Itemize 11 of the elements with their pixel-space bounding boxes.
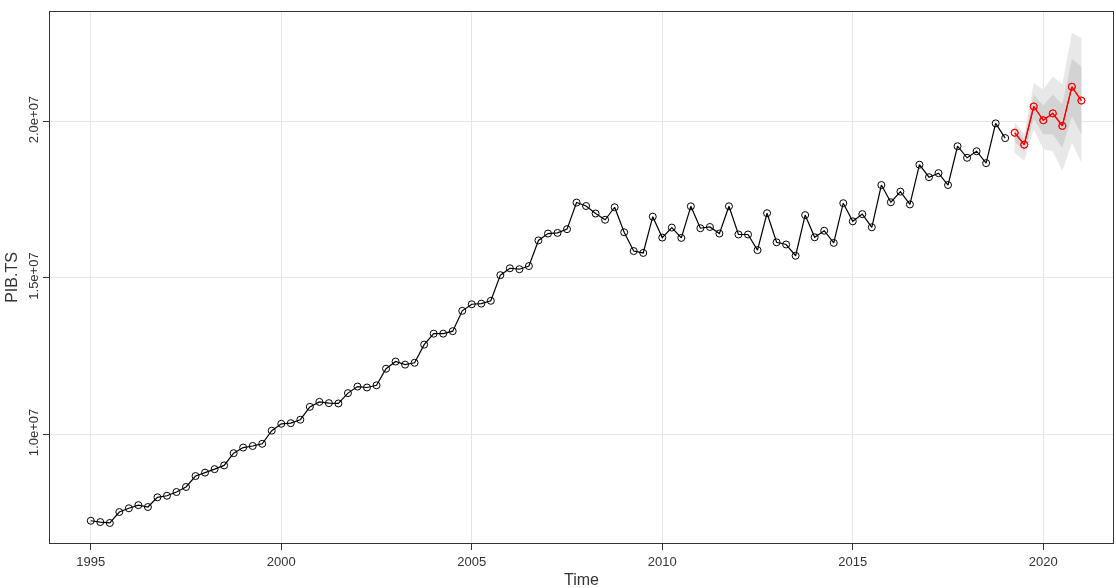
y-tick-label: 1.0e+07 [25,408,41,457]
x-tick-label: 2000 [266,553,296,569]
y-tick-label: 1.5e+07 [25,252,41,300]
x-axis-title: Time [564,571,600,588]
x-tick-label: 2010 [647,553,677,569]
x-tick-label: 2005 [457,553,487,569]
x-tick-label: 2020 [1028,553,1058,569]
x-tick-label: 1995 [76,553,106,569]
y-tick-label: 2.0e+07 [25,95,41,144]
x-tick-label: 2015 [838,553,868,569]
y-axis-title: PIB.TS [2,252,20,303]
